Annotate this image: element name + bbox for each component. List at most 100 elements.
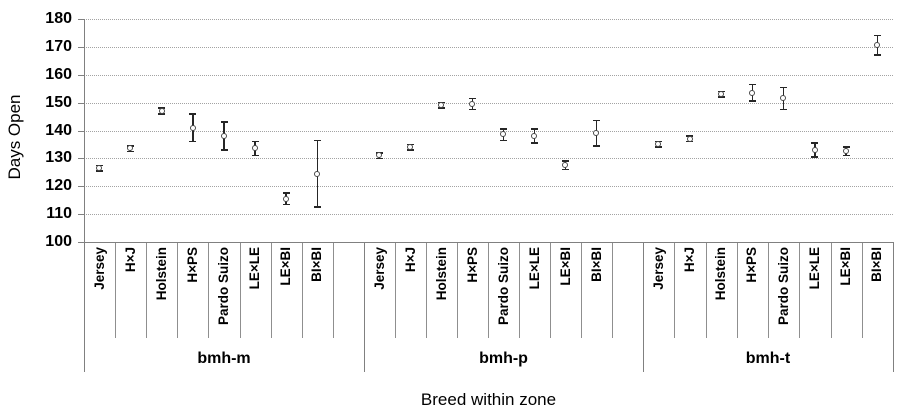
breed-label: BI×BI: [309, 247, 325, 282]
error-bar-cap-top: [780, 86, 788, 89]
error-bar-cap-bottom: [873, 54, 881, 56]
error-bar-cap-bottom: [562, 168, 569, 171]
error-bar-cap-bottom: [313, 206, 321, 208]
breed-label: H×J: [681, 247, 697, 273]
breed-cell-divider: [612, 243, 613, 338]
y-tick-mark: [78, 186, 84, 188]
y-tick-mark: [78, 242, 84, 243]
zone-label: bmh-p: [479, 350, 528, 367]
y-axis-line: [84, 19, 85, 372]
y-tick-mark: [78, 74, 84, 76]
data-point-marker: [749, 89, 756, 96]
error-bar-cap-top: [251, 140, 259, 143]
data-point-marker: [438, 102, 445, 109]
y-tick-mark: [78, 102, 84, 104]
data-point-marker: [842, 148, 849, 155]
breed-label: H×PS: [744, 247, 760, 283]
breed-cell-divider: [301, 243, 303, 338]
breed-cell-divider: [208, 243, 210, 338]
data-point-marker: [500, 131, 507, 138]
breed-label: H×J: [402, 247, 418, 273]
error-bar-cap-top: [220, 121, 228, 123]
error-bar-cap-top: [500, 128, 507, 130]
grid-line: [84, 102, 893, 104]
zone-label: bmh-m: [197, 350, 251, 367]
y-tick-label: 140: [45, 121, 72, 139]
breed-cell-divider: [736, 243, 738, 338]
error-bar-cap-bottom: [438, 107, 445, 109]
breed-cell-divider: [519, 243, 520, 338]
breed-label: LE×BI: [838, 247, 854, 286]
error-bar-cap-top: [842, 146, 850, 148]
error-bar-cap-bottom: [469, 108, 476, 111]
y-tick-label: 120: [45, 177, 72, 195]
error-bar-cap-bottom: [655, 146, 663, 148]
data-point-marker: [96, 164, 103, 171]
breed-label: Pardo Suizo: [775, 247, 791, 326]
breed-cell-divider: [146, 243, 148, 338]
breed-label: H×PS: [184, 247, 200, 283]
error-bar-cap-bottom: [811, 156, 819, 158]
error-bar-cap-bottom: [220, 149, 228, 151]
breed-label: H×PS: [464, 247, 480, 283]
error-bar-cap-bottom: [127, 150, 135, 153]
grid-line: [84, 46, 893, 48]
y-tick-mark: [78, 158, 84, 160]
y-tick-label: 110: [46, 205, 72, 223]
grid-line: [84, 19, 893, 20]
error-bar-cap-bottom: [376, 157, 383, 160]
y-tick-mark: [78, 46, 84, 48]
error-bar-cap-top: [562, 160, 569, 162]
error-bar-cap-top: [811, 142, 819, 144]
data-point-marker: [874, 42, 881, 49]
breed-label: Holstein: [713, 247, 729, 301]
breed-label: BI×BI: [869, 247, 885, 282]
zone-label: bmh-t: [745, 350, 791, 367]
breed-cell-divider: [705, 243, 707, 338]
breed-cell-divider: [799, 243, 801, 338]
breed-label: Holstein: [433, 247, 449, 301]
breed-cell-divider: [674, 243, 676, 338]
grid-line: [84, 74, 893, 76]
data-point-marker: [531, 132, 538, 139]
x-axis-line: [84, 242, 893, 243]
breed-label: Jersey: [650, 247, 666, 290]
error-bar-cap-bottom: [717, 96, 725, 98]
data-point-marker: [283, 195, 290, 202]
grid-line: [84, 214, 893, 216]
breed-cell-divider: [395, 243, 396, 338]
data-point-marker: [593, 130, 600, 137]
data-point-marker: [158, 107, 165, 114]
data-point-marker: [811, 146, 818, 153]
error-bar-cap-bottom: [531, 142, 538, 144]
error-bar-cap-bottom: [189, 140, 197, 143]
breed-cell-divider: [581, 243, 582, 338]
breed-cell-divider: [426, 243, 427, 338]
breed-cell-divider: [861, 243, 863, 338]
zone-boundary-line: [643, 242, 644, 372]
error-bar-cap-bottom: [407, 149, 414, 151]
data-point-marker: [469, 100, 476, 107]
data-point-marker: [407, 144, 414, 151]
grid-line: [84, 130, 893, 132]
breed-label: Jersey: [371, 247, 387, 290]
error-bar-cap-top: [313, 139, 321, 141]
breed-label: LE×LE: [806, 247, 822, 290]
data-point-marker: [717, 91, 724, 98]
breed-label: Jersey: [91, 247, 107, 290]
error-bar-cap-top: [873, 34, 881, 37]
data-point-marker: [251, 145, 258, 152]
breed-label: Holstein: [153, 247, 169, 301]
breed-cell-divider: [550, 243, 551, 338]
error-bar-cap-bottom: [842, 154, 850, 157]
data-point-marker: [562, 162, 569, 169]
y-tick-label: 180: [45, 10, 72, 27]
error-bar-cap-bottom: [500, 139, 507, 141]
breed-cell-divider: [239, 243, 241, 338]
error-bar-cap-top: [469, 97, 476, 100]
breed-label: LE×LE: [526, 247, 542, 290]
breed-label: Pardo Suizo: [495, 247, 511, 326]
error-bar-cap-top: [531, 128, 538, 130]
grid-line: [84, 186, 893, 188]
